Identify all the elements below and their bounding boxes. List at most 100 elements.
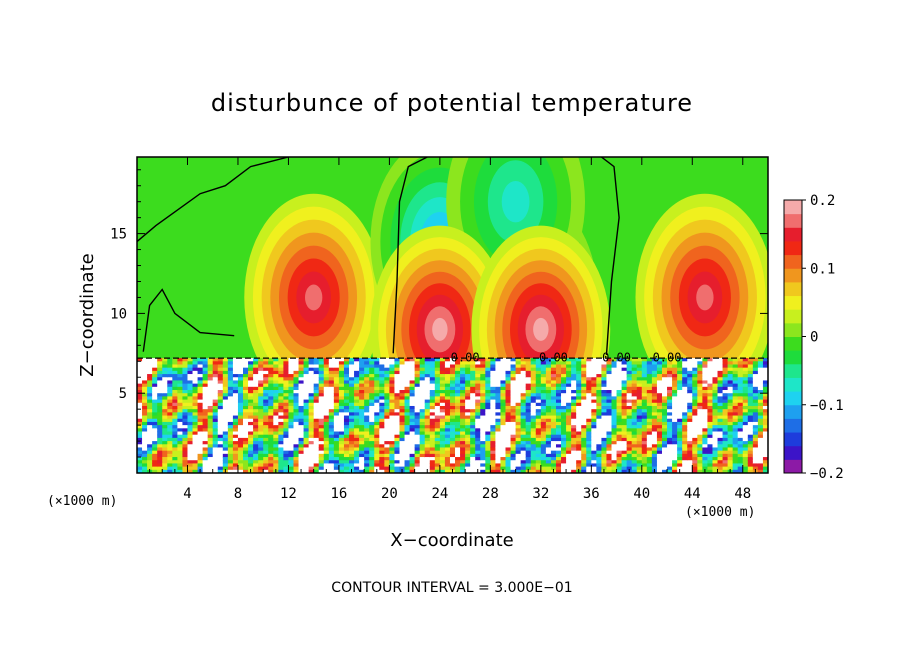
turbulence-cell [439,393,446,397]
turbulence-cell [237,358,244,362]
turbulence-cell [354,361,360,366]
turbulence-cell [268,361,274,366]
turbulence-cell [313,370,320,375]
turbulence-cell [555,399,562,404]
turbulence-cell [384,415,390,420]
turbulence-cell [475,450,481,455]
turbulence-cell [621,374,628,378]
turbulence-cell [172,425,178,429]
turbulence-cell [338,469,345,473]
turbulence-cell [359,415,365,420]
turbulence-cell [369,450,375,455]
turbulence-cell [470,425,476,429]
turbulence-cell [545,428,552,433]
turbulence-cell [495,434,502,439]
turbulence-cell [313,460,320,465]
turbulence-cell [722,437,729,442]
turbulence-cell [611,412,618,417]
turbulence-cell [616,447,623,452]
turbulence-cell [742,374,749,378]
turbulence-cell [490,393,497,397]
turbulence-cell [449,457,456,461]
turbulence-cell [379,450,385,455]
turbulence-cell [192,441,199,445]
turbulence-cell [520,457,527,461]
turbulence-cell [550,364,557,369]
turbulence-cell [177,425,184,429]
turbulence-cell [237,450,244,455]
turbulence-cell [227,364,234,369]
turbulence-cell [626,431,633,436]
turbulence-cell [308,460,315,465]
turbulence-cell [333,377,340,382]
turbulence-cell [273,453,279,458]
contour-line [392,157,428,354]
turbulence-cell [147,390,153,394]
turbulence-cell [717,377,724,382]
turbulence-cell [586,377,592,382]
turbulence-cell [742,405,749,410]
turbulence-cell [434,453,441,458]
turbulence-cell [722,469,729,473]
turbulence-cell [661,409,668,413]
turbulence-cell [757,460,764,465]
turbulence-cell [253,441,259,445]
turbulence-cell [525,425,532,429]
turbulence-cell [661,437,668,442]
turbulence-cell [566,453,572,458]
turbulence-cell [697,358,703,362]
turbulence-cell [359,402,365,407]
turbulence-cell [303,447,310,452]
turbulence-cell [374,460,380,465]
turbulence-cell [167,399,173,404]
turbulence-cell [187,460,194,465]
turbulence-cell [142,370,148,375]
turbulence-cell [293,383,300,388]
turbulence-cell [616,393,623,397]
turbulence-cell [268,457,274,461]
turbulence-cell [263,469,269,473]
turbulence-cell [732,453,739,458]
turbulence-cell [187,469,194,473]
turbulence-cell [192,428,199,433]
turbulence-cell [732,441,739,445]
turbulence-cell [510,447,517,452]
turbulence-cell [641,383,648,388]
turbulence-cell [611,444,618,449]
turbulence-cell [303,386,310,391]
turbulence-cell [389,393,396,397]
turbulence-cell [424,437,431,442]
turbulence-cell [631,405,638,410]
turbulence-cell [550,450,557,455]
turbulence-cell [712,390,719,394]
turbulence-cell [667,412,673,417]
turbulence-cell [404,358,411,362]
turbulence-cell [157,399,163,404]
turbulence-cell [298,364,305,369]
turbulence-cell [762,412,768,417]
turbulence-cell [712,434,719,439]
turbulence-cell [243,431,249,436]
turbulence-cell [283,463,290,468]
turbulence-cell [232,453,239,458]
turbulence-cell [137,428,143,433]
turbulence-cell [192,453,199,458]
turbulence-cell [727,444,734,449]
turbulence-cell [152,390,158,394]
turbulence-cell [490,390,497,394]
turbulence-cell [515,377,522,382]
turbulence-cell [172,453,178,458]
turbulence-cell [682,374,688,378]
turbulence-cell [747,412,754,417]
turbulence-cell [535,453,542,458]
turbulence-cell [237,469,244,473]
turbulence-cell [571,396,577,401]
turbulence-cell [661,463,668,468]
turbulence-cell [636,450,643,455]
turbulence-cell [404,393,411,397]
turbulence-cell [621,405,628,410]
turbulence-cell [717,444,724,449]
turbulence-cell [364,405,370,410]
turbulence-cell [414,434,421,439]
turbulence-cell [611,377,618,382]
